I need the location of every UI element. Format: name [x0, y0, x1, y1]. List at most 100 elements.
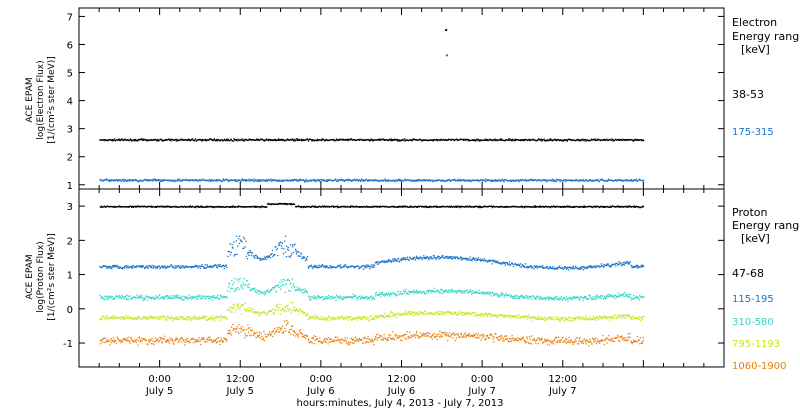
data-point: [498, 295, 500, 297]
data-point: [385, 261, 387, 263]
data-point: [271, 308, 274, 310]
data-point: [303, 205, 305, 208]
data-point: [508, 138, 510, 140]
data-point: [294, 179, 297, 181]
data-point: [482, 291, 484, 293]
data-point: [107, 267, 110, 269]
data-point: [434, 179, 436, 182]
data-point: [317, 180, 319, 182]
data-point: [591, 139, 593, 141]
data-point: [605, 180, 607, 182]
data-point: [211, 296, 214, 298]
data-point: [433, 179, 435, 181]
data-point: [613, 180, 616, 182]
data-point: [536, 180, 538, 182]
data-point: [342, 179, 344, 181]
data-point: [121, 139, 124, 141]
data-point: [427, 292, 430, 294]
data-point: [338, 297, 340, 300]
data-point: [147, 296, 149, 298]
data-point: [102, 139, 104, 141]
data-point: [135, 265, 137, 267]
data-point: [381, 292, 383, 294]
data-point: [315, 266, 317, 268]
data-point: [495, 179, 497, 181]
data-point: [194, 296, 196, 299]
data-point: [192, 295, 194, 298]
data-point: [561, 299, 563, 302]
data-point: [239, 308, 241, 310]
data-point: [208, 295, 210, 297]
data-point: [362, 268, 365, 270]
data-point: [358, 139, 361, 141]
data-point: [519, 179, 521, 181]
data-point: [118, 179, 120, 182]
data-point: [318, 179, 320, 181]
data-point: [381, 292, 384, 294]
data-point: [623, 263, 625, 265]
data-point: [422, 257, 424, 259]
data-point: [196, 179, 198, 181]
data-point: [152, 178, 154, 181]
data-point: [161, 180, 164, 182]
data-point: [361, 318, 363, 320]
data-point: [461, 258, 463, 260]
data-point: [590, 297, 592, 300]
data-point: [537, 206, 539, 208]
data-point: [172, 317, 174, 319]
data-point: [253, 289, 256, 291]
data-point: [102, 265, 105, 267]
data-point: [152, 296, 154, 298]
data-point: [526, 295, 529, 297]
data-point: [182, 265, 184, 267]
data-point: [168, 205, 170, 208]
data-point: [443, 290, 445, 292]
data-point: [637, 138, 639, 141]
data-point: [136, 139, 138, 141]
data-point: [188, 139, 190, 141]
data-point: [472, 139, 474, 141]
data-point: [296, 309, 298, 311]
data-point: [434, 290, 436, 293]
data-point: [328, 316, 330, 319]
data-point: [209, 138, 212, 140]
data-point: [506, 206, 509, 208]
data-point: [508, 206, 510, 208]
data-point: [243, 179, 245, 182]
data-point: [201, 265, 203, 267]
data-point: [254, 205, 256, 207]
data-point: [366, 139, 368, 141]
data-point: [524, 266, 526, 268]
data-point: [365, 318, 367, 320]
data-point: [414, 292, 416, 294]
data-point: [224, 317, 226, 319]
data-point: [450, 257, 452, 260]
data-point: [362, 180, 364, 182]
data-point: [352, 265, 354, 267]
data-point: [175, 296, 177, 299]
data-point: [439, 179, 441, 181]
data-point: [552, 139, 555, 142]
data-point: [348, 178, 350, 180]
data-point: [301, 292, 303, 294]
data-point: [589, 179, 591, 182]
data-point: [329, 296, 331, 298]
data-point: [259, 206, 261, 208]
data-point: [143, 297, 145, 299]
data-point: [142, 138, 144, 140]
data-point: [382, 293, 384, 295]
data-point: [102, 180, 104, 182]
data-point: [383, 261, 386, 264]
data-point: [280, 241, 282, 243]
data-point: [372, 317, 374, 319]
data-point: [332, 297, 334, 299]
data-point: [280, 279, 283, 281]
data-point: [146, 318, 148, 320]
data-point: [454, 290, 457, 292]
data-point: [232, 307, 234, 310]
data-point: [240, 239, 242, 241]
data-point: [136, 294, 138, 296]
data-point: [533, 268, 535, 270]
data-point: [442, 292, 444, 294]
data-point: [128, 180, 130, 182]
